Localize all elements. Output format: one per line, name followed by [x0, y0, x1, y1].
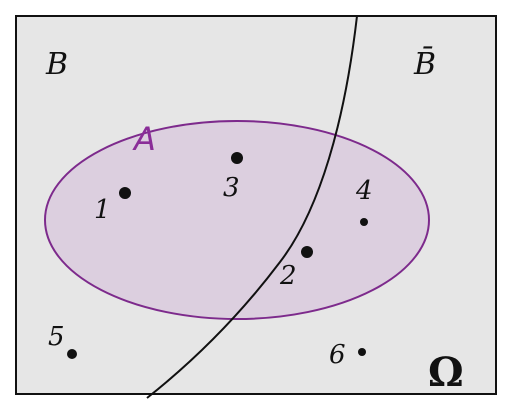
- point-4-dot: [360, 218, 368, 226]
- point-5: 5: [48, 322, 77, 359]
- point-3-dot: [231, 152, 243, 164]
- point-5-dot: [67, 349, 77, 359]
- point-3: 3: [223, 152, 243, 203]
- point-2: 2: [279, 246, 313, 291]
- point-6-label: 6: [329, 340, 346, 370]
- point-5-label: 5: [48, 322, 65, 352]
- point-6: 6: [329, 340, 366, 370]
- point-1: 1: [94, 187, 131, 225]
- point-1-label: 1: [94, 195, 111, 225]
- universe-label: Ω: [428, 349, 464, 396]
- point-4: 4: [355, 176, 373, 226]
- set-b-boundary-curve: [146, 15, 358, 399]
- set-b-complement-label: B̄: [413, 46, 436, 82]
- set-a-ellipse: [44, 120, 430, 320]
- point-2-label: 2: [279, 261, 297, 291]
- point-2-dot: [301, 246, 313, 258]
- point-1-dot: [119, 187, 131, 199]
- point-4-label: 4: [355, 176, 373, 206]
- set-a-label: A: [132, 120, 156, 158]
- point-3-label: 3: [223, 173, 240, 203]
- set-b-label: B: [45, 47, 68, 82]
- point-6-dot: [358, 348, 366, 356]
